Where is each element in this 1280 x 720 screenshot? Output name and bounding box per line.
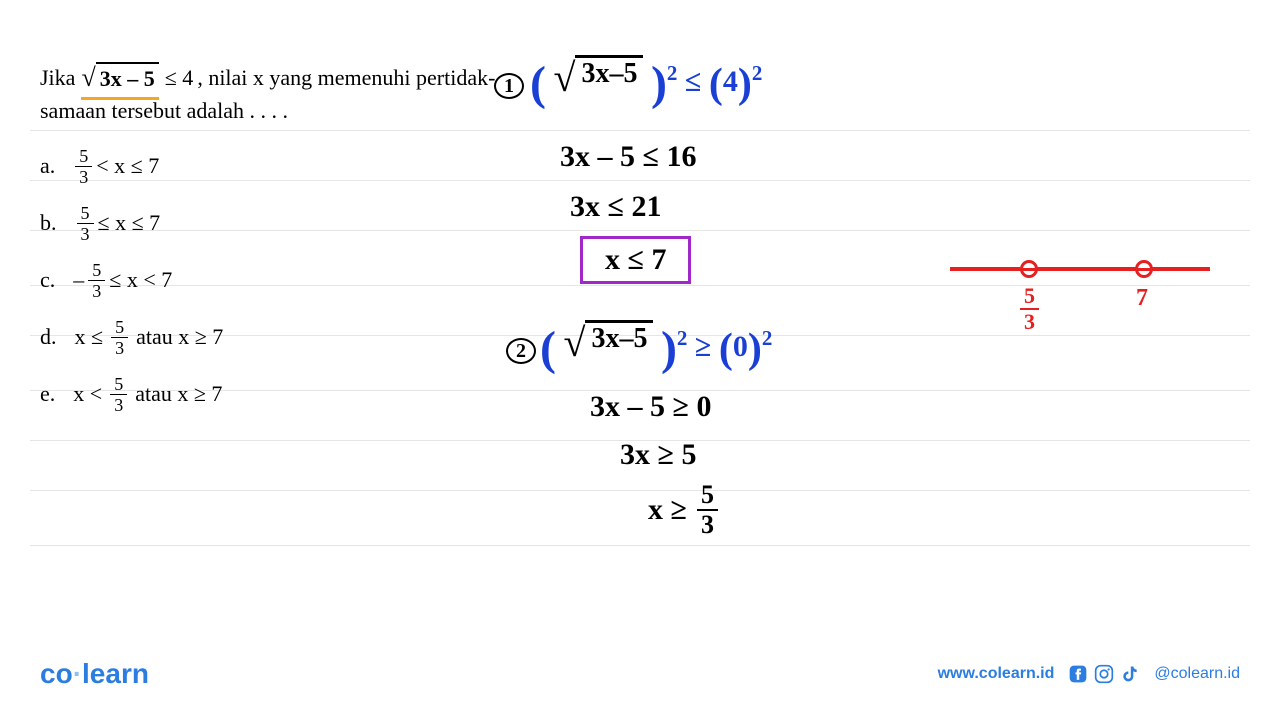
hw-sqrt1: √3x–5: [553, 55, 643, 92]
q-prefix: Jika: [40, 63, 75, 94]
numline-axis: [950, 267, 1210, 271]
opt-pre: x ≤: [75, 322, 104, 353]
sqrt-arg: 3x – 5: [96, 62, 159, 95]
question-block: Jika √ 3x – 5 ≤ 4 , nilai x yang memenuh…: [40, 60, 520, 432]
question-line1: Jika √ 3x – 5 ≤ 4 , nilai x yang memenuh…: [40, 60, 520, 96]
s2-lhs: x ≥: [648, 493, 687, 527]
q-suffix: , nilai x yang memenuhi pertidak-: [197, 63, 495, 94]
question-line2: samaan tersebut adalah . . . .: [40, 96, 520, 127]
frac: 53: [77, 204, 94, 243]
opt-label: c.: [40, 265, 55, 296]
footer-url: www.colearn.id: [938, 665, 1055, 683]
step2-circled: 2: [506, 338, 536, 364]
option-c: c. – 53 ≤ x < 7: [40, 261, 520, 300]
numline-point-2: [1135, 260, 1153, 278]
footer-handle: @colearn.id: [1154, 665, 1240, 683]
opt-rel: ≤ x ≤ 7: [98, 208, 161, 239]
s1-line3: 3x ≤ 21: [570, 190, 661, 224]
q-ineq: ≤ 4: [165, 63, 194, 94]
step1-circled: 1: [494, 73, 524, 99]
opt-label: d.: [40, 322, 57, 353]
opt-label: e.: [40, 379, 55, 410]
s2-line3: 3x ≥ 5: [620, 438, 696, 472]
opt-post: atau x ≥ 7: [136, 322, 223, 353]
frac: 5 3: [697, 482, 718, 538]
frac: 53: [88, 261, 105, 300]
numline-point-1: [1020, 260, 1038, 278]
exp: 2: [677, 326, 688, 350]
social-icons: [1068, 664, 1140, 684]
logo-co: co: [40, 658, 73, 689]
s1-boxed: x ≤ 7: [580, 236, 691, 284]
opt-label: b.: [40, 208, 57, 239]
orange-underline: [81, 97, 158, 100]
opt-rel: < x ≤ 7: [96, 151, 159, 182]
opt-pre: x <: [73, 379, 102, 410]
exp2: 2: [762, 326, 773, 350]
frac: 53: [75, 147, 92, 186]
opt-label: a.: [40, 151, 55, 182]
hw-sqrt2: √3x–5: [563, 320, 653, 357]
rhs: 4: [723, 65, 738, 98]
option-d: d. x ≤ 53 atau x ≥ 7: [40, 318, 520, 357]
exp2: 2: [752, 61, 763, 85]
sqrt-expression: √ 3x – 5: [81, 60, 158, 96]
tiktok-icon: [1120, 664, 1140, 684]
logo-learn: learn: [82, 658, 149, 689]
exp: 2: [667, 61, 678, 85]
footer: co·learn www.colearn.id @colearn.id: [40, 658, 1240, 690]
s2-line2: 3x – 5 ≥ 0: [590, 390, 711, 424]
facebook-icon: [1068, 664, 1088, 684]
rhs: 0: [733, 330, 748, 363]
neg-sign: –: [73, 265, 84, 296]
numline-label-2: 7: [1136, 285, 1148, 312]
brand-logo: co·learn: [40, 658, 149, 690]
numline-label-1: 53: [1018, 285, 1041, 333]
step1-header: 1 ( √3x–5 )2 ≤ (4)2: [530, 55, 762, 111]
s1-boxed-wrap: x ≤ 7: [580, 236, 691, 284]
rel: ≥: [695, 330, 711, 363]
s1-line2: 3x – 5 ≤ 16: [560, 140, 696, 174]
frac: 53: [111, 318, 128, 357]
opt-post: atau x ≥ 7: [135, 379, 222, 410]
step2-header: 2 ( √3x–5 )2 ≥ (0)2: [540, 320, 772, 376]
option-b: b. 53 ≤ x ≤ 7: [40, 204, 520, 243]
frac: 53: [110, 375, 127, 414]
rel: ≤: [685, 65, 701, 98]
footer-right: www.colearn.id @colearn.id: [938, 664, 1240, 684]
option-a: a. 53 < x ≤ 7: [40, 147, 520, 186]
s2-line4: x ≥ 5 3: [648, 482, 720, 538]
options-list: a. 53 < x ≤ 7 b. 53 ≤ x ≤ 7 c. – 53 ≤ x …: [40, 147, 520, 414]
option-e: e. x < 53 atau x ≥ 7: [40, 375, 520, 414]
instagram-icon: [1094, 664, 1114, 684]
opt-rel: ≤ x < 7: [109, 265, 172, 296]
